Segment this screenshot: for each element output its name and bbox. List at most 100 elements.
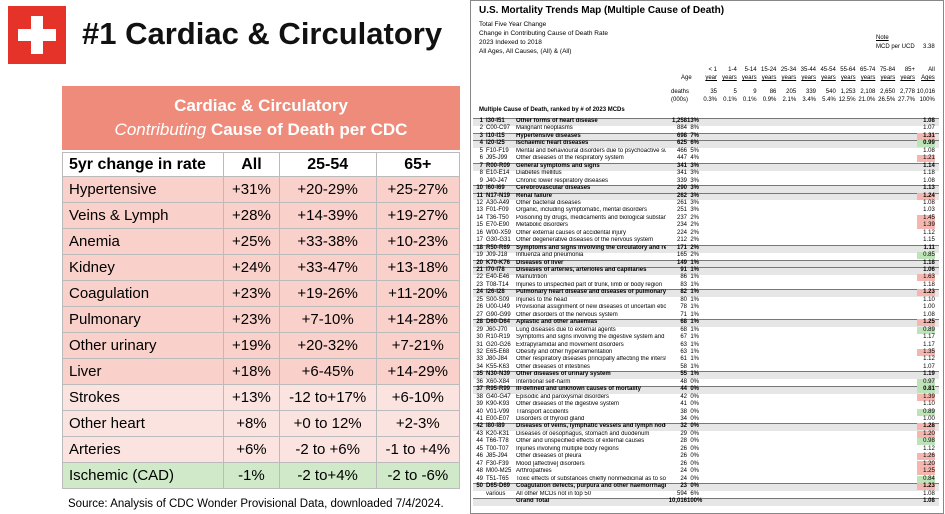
code: I30-I51 — [486, 118, 505, 124]
deaths: 2,650 — [880, 89, 896, 95]
count: 24 — [680, 475, 687, 482]
row-band — [473, 259, 939, 268]
cell: Liver — [61, 358, 225, 385]
code: R10-R19 — [486, 334, 511, 341]
cause-name: Other diseases of urinary system — [516, 371, 611, 378]
pct: 1% — [690, 311, 699, 318]
all-ages: 1.00 — [923, 416, 935, 422]
age-bottom: years — [801, 75, 816, 81]
count: 447 — [676, 155, 687, 162]
deaths: 35 — [710, 89, 717, 95]
subtitle: Total Five Year Change — [479, 21, 547, 28]
share: 12.5% — [838, 97, 856, 103]
all-ages: 1.08 — [923, 199, 935, 206]
deaths: 540 — [825, 89, 836, 95]
all-ages: 1.24 — [916, 192, 935, 200]
pct: 2% — [690, 237, 699, 244]
rank: 3 — [479, 132, 483, 139]
cause-name: Ill-defined and unknown causes of mortal… — [516, 386, 642, 393]
count: 26 — [680, 445, 687, 452]
pct: 0% — [690, 393, 699, 400]
pct: 0% — [690, 438, 699, 445]
age-top: All — [928, 67, 935, 73]
all-ages: 1.08 — [923, 147, 935, 154]
cause-name: Toxic effects of substances chiefly nonm… — [516, 475, 666, 482]
pct: 1% — [690, 326, 699, 333]
code: N30-N39 — [486, 371, 511, 378]
all-ages: 1.17 — [923, 341, 935, 348]
all-ages: 1.35 — [916, 348, 935, 356]
code: E00-E07 — [486, 416, 510, 422]
age-top: 15-24 — [761, 67, 777, 73]
rank: 30 — [476, 334, 483, 341]
pct: 0% — [690, 430, 699, 437]
rank: 35 — [476, 371, 483, 378]
share: 5.4% — [822, 97, 836, 103]
note-value: 3.38 — [923, 44, 935, 50]
cell: Coagulation — [61, 280, 225, 307]
cause-name: Arthropathies — [516, 468, 552, 475]
share: 0.1% — [742, 97, 757, 103]
all-ages: 0.85 — [916, 252, 935, 260]
caption: Multiple Cause of Death, ranked by # of … — [479, 107, 625, 113]
cell: -1% — [223, 462, 280, 489]
age-top: < 1 — [708, 67, 717, 73]
cause-name: Other diseases of pleura — [516, 453, 582, 460]
code: G20-G26 — [486, 341, 511, 348]
code: J40-J47 — [486, 177, 508, 184]
age-bottom: Ages — [921, 75, 935, 81]
code: E40-E46 — [486, 274, 510, 281]
count: 42 — [680, 393, 687, 400]
code: T08-T14 — [486, 281, 509, 288]
share: 0.1% — [723, 97, 737, 103]
note-label: Note — [876, 35, 889, 41]
all-ages: 1.18 — [923, 170, 935, 177]
count: 261 — [676, 199, 687, 206]
count: 341 — [676, 170, 687, 177]
pct: 2% — [690, 214, 699, 221]
pct: 3% — [690, 192, 699, 199]
all-ages: 1.12 — [923, 229, 935, 236]
code: V01-V99 — [486, 408, 510, 415]
cell: +19% — [223, 332, 280, 359]
table-row: Coagulation +23% +19-26% +11-20% — [61, 280, 461, 307]
code: I80-I89 — [486, 423, 505, 430]
row-band — [473, 386, 939, 395]
cell: -1 to +4% — [375, 436, 461, 463]
all-ages: 1.20 — [916, 430, 935, 438]
cell: +13% — [223, 384, 280, 411]
all-ages: 1.26 — [916, 453, 935, 461]
all-ages: 1.14 — [923, 162, 935, 169]
all-ages: 1.08 — [923, 497, 935, 504]
age-bottom: year — [705, 75, 717, 81]
all-ages: 0.84 — [916, 475, 935, 483]
all-ages: 1.18 — [923, 281, 935, 288]
cause-name: Hypertensive diseases — [516, 132, 581, 139]
pct: 1% — [690, 281, 699, 288]
header-cell: 5yr change in rate — [61, 152, 225, 177]
code: F01-F09 — [486, 207, 509, 214]
cause-name: Extrapyramidal and movement disorders — [516, 341, 624, 348]
pct: 1% — [690, 289, 699, 296]
rank: 39 — [476, 401, 483, 408]
code: I20-I25 — [486, 140, 505, 147]
rank: 24 — [476, 289, 483, 296]
rank: 9 — [479, 177, 483, 184]
cell: Pulmonary — [61, 306, 225, 333]
rank: 7 — [479, 162, 483, 169]
age-top: 5-14 — [744, 67, 757, 73]
cause-name: Diseases of oesophagus, stomach and duod… — [516, 430, 650, 437]
row-band — [473, 244, 939, 253]
code: G40-G47 — [486, 393, 511, 400]
row-band — [473, 319, 939, 328]
cause-name: Cerebrovascular diseases — [516, 185, 591, 192]
rank: 41 — [476, 416, 483, 422]
pct: 3% — [690, 170, 699, 177]
rank: 27 — [476, 311, 483, 318]
rank: 12 — [476, 199, 483, 206]
age-top: 35-44 — [800, 67, 816, 73]
cell: +6-10% — [375, 384, 461, 411]
code: J80-J84 — [486, 356, 508, 363]
rank: 8 — [479, 170, 483, 177]
panel-em: Contributing — [114, 120, 207, 139]
